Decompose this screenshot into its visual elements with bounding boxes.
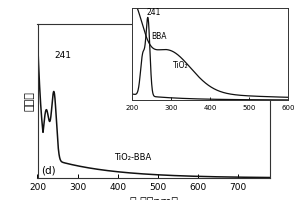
Text: TiO₂: TiO₂ [173, 61, 189, 70]
Text: 241: 241 [55, 51, 72, 60]
Text: (d): (d) [41, 166, 55, 176]
X-axis label: 波 长（nm）: 波 长（nm） [130, 197, 178, 200]
Text: BBA: BBA [152, 32, 167, 41]
Text: 241: 241 [146, 8, 160, 17]
Text: TiO₂-BBA: TiO₂-BBA [114, 153, 151, 162]
Y-axis label: 吸光度: 吸光度 [25, 91, 35, 111]
